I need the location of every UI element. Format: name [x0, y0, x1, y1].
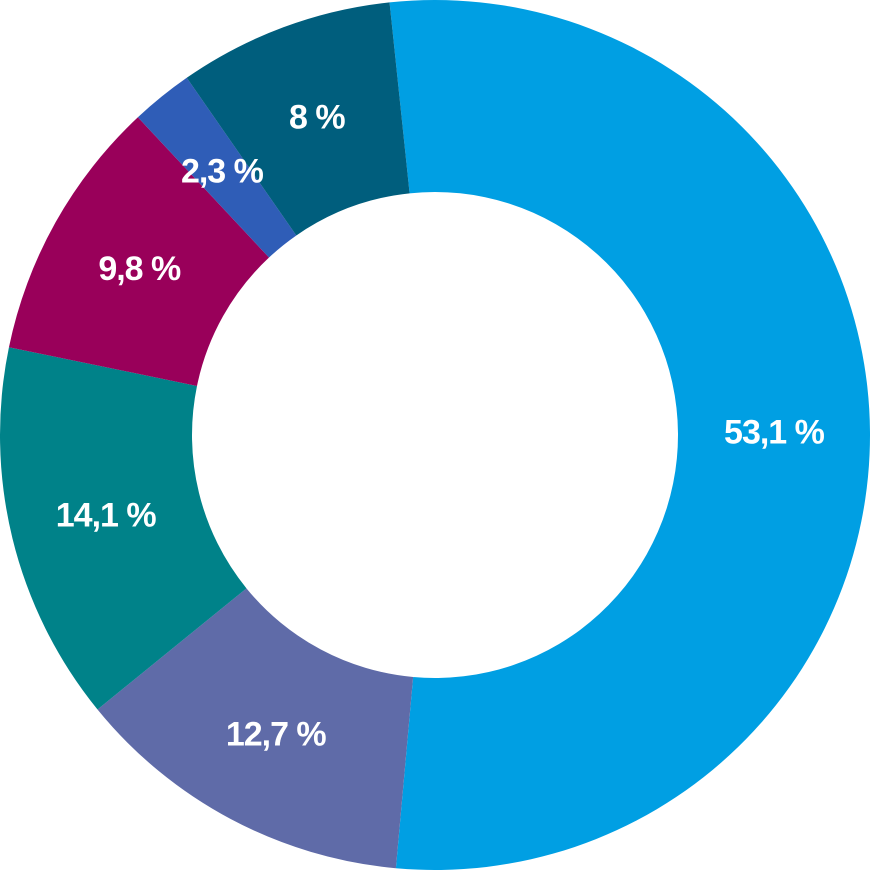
labels-group: 53,1 % 12,7 % 14,1 % 9,8 % 2,3 % 8 % — [56, 98, 826, 753]
slice-0 — [389, 0, 870, 870]
slice-1 — [97, 588, 414, 869]
slice-label-2: 14,1 % — [56, 497, 157, 535]
slice-3 — [8, 117, 270, 386]
slice-5 — [186, 2, 410, 236]
slice-label-3: 9,8 % — [98, 250, 181, 288]
slice-label-4: 2,3 % — [181, 152, 264, 190]
slice-label-5: 8 % — [289, 98, 345, 136]
slice-2 — [0, 347, 247, 710]
slice-4 — [137, 77, 297, 258]
slice-label-0: 53,1 % — [724, 414, 825, 452]
slice-label-1: 12,7 % — [226, 715, 327, 753]
